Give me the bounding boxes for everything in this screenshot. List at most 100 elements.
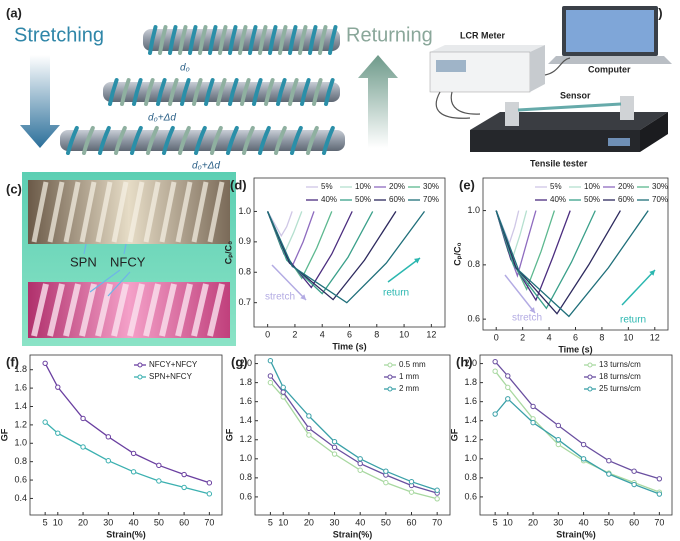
- x-axis-label: Time (s): [332, 341, 366, 351]
- stripe: [111, 181, 129, 243]
- x-tick-label: 0: [265, 329, 270, 339]
- stripe: [63, 181, 81, 243]
- data-point: [80, 444, 86, 450]
- x-tick-label: 12: [426, 329, 436, 339]
- data-point: [331, 438, 338, 445]
- data-point: [631, 481, 637, 488]
- arrow-head: [414, 258, 420, 264]
- legend-label: 70%: [652, 195, 668, 204]
- laptop-base: [548, 56, 672, 64]
- data-point: [505, 384, 511, 391]
- coil-turn: [276, 78, 287, 106]
- annotation-arrow: [271, 264, 307, 301]
- panel-label: (d): [230, 177, 247, 192]
- data-point: [505, 396, 511, 402]
- data-point: [631, 468, 637, 474]
- legend-label: SPN+NFCY: [149, 372, 193, 381]
- data-point: [530, 419, 536, 426]
- data-point: [55, 430, 61, 436]
- series-line: [269, 382, 438, 500]
- coil-turn: [108, 78, 119, 106]
- sensor: [517, 102, 622, 112]
- coil-turn: [66, 126, 79, 155]
- x-tick-label: 5: [493, 517, 498, 527]
- coil-turn: [288, 78, 299, 106]
- coil-turn: [298, 25, 308, 55]
- x-tick-label: 50: [381, 517, 391, 527]
- data-point: [656, 476, 663, 482]
- coil-turn: [248, 25, 258, 55]
- series-line: [269, 375, 438, 494]
- legend-marker: [587, 386, 593, 392]
- coil-turn: [242, 126, 255, 155]
- coil-turn: [180, 78, 191, 106]
- annotation: return: [620, 315, 646, 326]
- stripe: [111, 283, 129, 337]
- coil-turn: [288, 25, 298, 55]
- label: d₀: [180, 63, 190, 74]
- coil-turn: [264, 78, 275, 106]
- panel-label: (e): [459, 177, 475, 192]
- y-tick-label: 0.9: [238, 236, 251, 246]
- x-tick-label: 6: [573, 332, 578, 342]
- coil-turn: [300, 78, 311, 106]
- y-tick-label: 0.8: [239, 472, 252, 482]
- x-tick-label: 60: [629, 517, 639, 527]
- series-line: [44, 362, 210, 484]
- data-point: [492, 368, 498, 374]
- data-point: [42, 419, 48, 425]
- x-tick-label: 30: [553, 517, 563, 527]
- x-tick-label: 70: [654, 517, 664, 527]
- y-tick-label: 1.0: [14, 438, 27, 448]
- stripe: [79, 283, 97, 337]
- x-tick-label: 10: [399, 329, 409, 339]
- data-point: [306, 413, 312, 419]
- y-tick-label: 1.8: [464, 377, 477, 387]
- coil-turn: [130, 126, 143, 155]
- coil-turn: [192, 78, 203, 106]
- arrow-head: [529, 307, 535, 313]
- annotation: return: [383, 288, 409, 299]
- arrow-head: [300, 294, 306, 300]
- panel-label: (h): [456, 354, 473, 369]
- coil-turn: [132, 78, 143, 106]
- x-tick-label: 10: [53, 517, 63, 527]
- x-tick-label: 50: [154, 517, 164, 527]
- data-point: [656, 491, 663, 497]
- annotation-arrow: [621, 269, 656, 306]
- coil-turn: [120, 78, 131, 106]
- coil-turn: [156, 78, 167, 106]
- stripe: [127, 181, 145, 243]
- data-point: [267, 379, 274, 386]
- core: [60, 130, 345, 151]
- clamp: [620, 96, 634, 120]
- data-point: [434, 496, 440, 502]
- plot-frame: [479, 354, 673, 516]
- data-point: [267, 373, 274, 379]
- stripe: [175, 283, 193, 337]
- y-tick-label: 1.2: [14, 419, 27, 429]
- data-point: [357, 456, 363, 462]
- data-point: [267, 358, 274, 364]
- data-point: [105, 458, 112, 464]
- data-point: [555, 441, 562, 448]
- legend-label: 2 mm: [399, 384, 419, 393]
- x-tick-label: 20: [528, 517, 538, 527]
- x-tick-label: 5: [43, 517, 48, 527]
- panel-label: (f): [6, 354, 19, 369]
- legend-label: 1 mm: [399, 372, 419, 381]
- y-tick-label: 2.0: [464, 358, 477, 368]
- data-point: [331, 451, 338, 457]
- y-tick-label: 2.0: [239, 358, 252, 368]
- coil-turn: [258, 25, 268, 55]
- coil-turn: [168, 25, 178, 55]
- data-point: [55, 384, 61, 390]
- y-axis-label: GF: [449, 428, 459, 441]
- cable: [435, 57, 571, 119]
- coil-turn: [290, 126, 303, 155]
- series-line: [495, 210, 520, 245]
- coil-turn: [178, 25, 188, 55]
- data-point: [357, 460, 363, 467]
- annotation: stretch: [512, 313, 542, 324]
- y-tick-label: 1.8: [239, 377, 252, 387]
